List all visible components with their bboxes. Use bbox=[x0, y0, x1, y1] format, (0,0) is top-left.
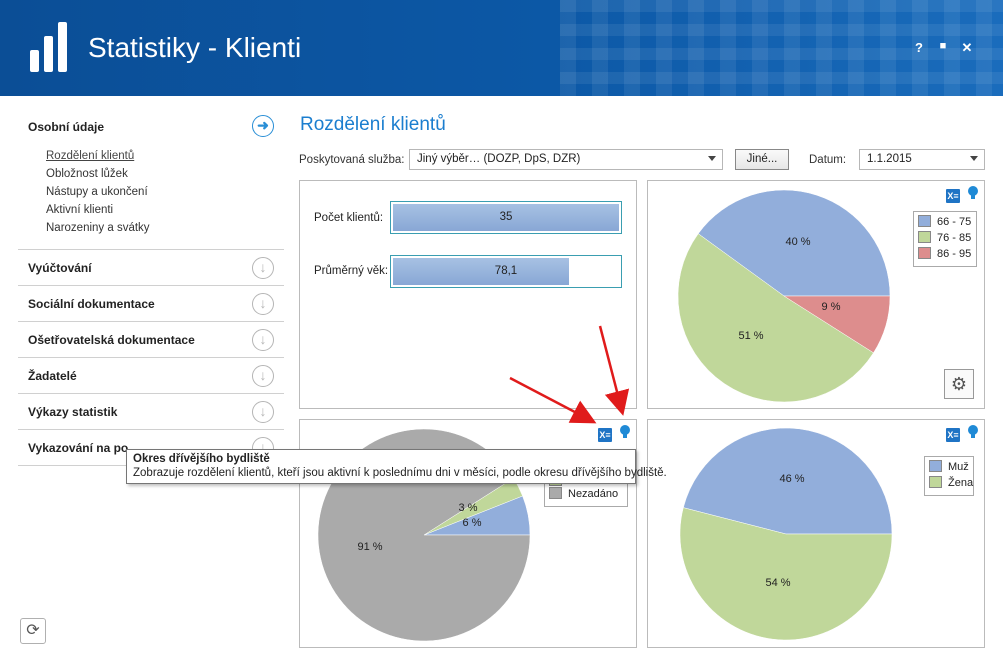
pie-slice-label: 6 % bbox=[463, 517, 482, 529]
tooltip-text: Zobrazuje rozdělení klientů, kteří jsou … bbox=[133, 467, 667, 479]
excel-export-icon[interactable]: X≡ bbox=[598, 428, 612, 442]
info-bulb-icon[interactable] bbox=[620, 425, 630, 438]
close-icon[interactable]: ✕ bbox=[961, 40, 973, 55]
excel-export-icon[interactable]: X≡ bbox=[946, 189, 960, 203]
average-age-bar-fill bbox=[393, 258, 570, 285]
sidebar-item-nastupy[interactable]: Nástupy a ukončení bbox=[46, 186, 148, 198]
sidebar-section-osetrovatelska-dokumentace[interactable]: Ošetřovatelská dokumentace ↓ bbox=[18, 322, 284, 358]
chevron-down-icon bbox=[708, 156, 716, 161]
average-age-bar: 78,1 bbox=[390, 255, 622, 288]
legend-swatch bbox=[918, 215, 931, 227]
arrow-down-circle-icon[interactable]: ↓ bbox=[252, 329, 274, 351]
pie-slice-label: 91 % bbox=[357, 541, 382, 553]
sidebar-section-vykazy-statistik[interactable]: Výkazy statistik ↓ bbox=[18, 394, 284, 430]
clients-count-label: Počet klientů: bbox=[314, 212, 384, 224]
app-title: Statistiky - Klienti bbox=[88, 32, 302, 63]
pie-slice-label: 51 % bbox=[738, 330, 763, 342]
service-label: Poskytovaná služba: bbox=[299, 154, 405, 166]
arrow-down-circle-icon[interactable]: ↓ bbox=[252, 293, 274, 315]
pie-slice bbox=[683, 427, 893, 535]
sidebar-section-label: Osobní údaje bbox=[28, 120, 105, 134]
age-chart-panel: 40 % 51 % 9 % X≡ 66 - 75 76 - 85 86 - 95 bbox=[647, 180, 985, 409]
legend-label: 66 - 75 bbox=[937, 216, 972, 228]
app-header: Statistiky - Klienti ? ■ ✕ bbox=[0, 0, 1003, 96]
arrow-down-circle-icon[interactable]: ↓ bbox=[252, 257, 274, 279]
date-select-value: 1.1.2015 bbox=[867, 153, 912, 165]
average-age-value: 78,1 bbox=[494, 265, 518, 277]
pie-slice bbox=[677, 233, 874, 403]
sidebar-section-label: Žadatelé bbox=[28, 369, 77, 383]
info-bulb-icon[interactable] bbox=[968, 186, 978, 199]
page-title: Rozdělení klientů bbox=[300, 114, 446, 135]
help-icon[interactable]: ? bbox=[915, 40, 923, 55]
summary-panel: Počet klientů: 35 Průměrný věk: 78,1 bbox=[299, 180, 637, 409]
pie-slice-label: 46 % bbox=[779, 473, 804, 485]
chevron-down-icon bbox=[970, 156, 978, 161]
service-select-value: Jiný výběr… (DOZP, DpS, DZR) bbox=[417, 153, 581, 165]
tooltip-title: Okres dřívějšího bydliště bbox=[133, 453, 270, 465]
legend-swatch bbox=[929, 460, 942, 472]
legend-label: 76 - 85 bbox=[937, 232, 972, 244]
info-bulb-icon[interactable] bbox=[968, 425, 978, 438]
sidebar-item-rozdeleni-klientu[interactable]: Rozdělení klientů bbox=[46, 150, 135, 162]
sidebar-section-label: Výkazy statistik bbox=[28, 405, 118, 419]
age-pie-chart: 40 % 51 % 9 % bbox=[677, 189, 891, 403]
settings-gear-icon[interactable]: ⚙ bbox=[944, 369, 974, 399]
pie-slice-label: 3 % bbox=[459, 502, 478, 514]
clients-count-value: 35 bbox=[499, 211, 513, 223]
age-chart-legend: 66 - 75 76 - 85 86 - 95 bbox=[913, 211, 977, 267]
pie-slice-label: 40 % bbox=[785, 236, 810, 248]
other-button[interactable]: Jiné... bbox=[735, 149, 789, 170]
gender-pie-chart: 46 % 54 % bbox=[679, 427, 893, 641]
sidebar-section-osobni-udaje[interactable]: Osobní údaje ➜ Rozdělení klientů Obložno… bbox=[18, 110, 284, 250]
arrow-right-circle-icon[interactable]: ➜ bbox=[252, 115, 274, 137]
sidebar-item-oboznost-luzek[interactable]: Obložnost lůžek bbox=[46, 168, 128, 180]
sidebar-section-socialni-dokumentace[interactable]: Sociální dokumentace ↓ bbox=[18, 286, 284, 322]
legend-item: 76 - 85 bbox=[918, 231, 972, 247]
sidebar: Osobní údaje ➜ Rozdělení klientů Obložno… bbox=[18, 110, 284, 466]
average-age-label: Průměrný věk: bbox=[314, 265, 389, 277]
legend-swatch bbox=[918, 231, 931, 243]
legend-item: Žena bbox=[929, 476, 973, 492]
info-tooltip: Okres dřívějšího bydliště Zobrazuje rozd… bbox=[126, 449, 667, 484]
sidebar-section-label: Vykazování na po... bbox=[28, 441, 139, 455]
date-label: Datum: bbox=[809, 154, 847, 166]
legend-label: Muž bbox=[948, 461, 969, 473]
gender-chart-panel: 46 % 54 % X≡ Muž Žena bbox=[647, 419, 985, 648]
refresh-icon[interactable]: ⟳ bbox=[20, 618, 46, 644]
clients-count-bar-fill bbox=[393, 204, 619, 231]
statistics-logo-icon bbox=[30, 22, 72, 72]
sidebar-item-aktivni-klienti[interactable]: Aktivní klienti bbox=[46, 204, 114, 216]
legend-swatch bbox=[929, 476, 942, 488]
sidebar-section-label: Sociální dokumentace bbox=[28, 297, 155, 311]
legend-item: 66 - 75 bbox=[918, 215, 972, 231]
clients-count-bar: 35 bbox=[390, 201, 622, 234]
arrow-down-circle-icon[interactable]: ↓ bbox=[252, 365, 274, 387]
legend-item: Muž bbox=[929, 460, 969, 476]
legend-swatch bbox=[918, 247, 931, 259]
legend-item: 86 - 95 bbox=[918, 247, 972, 263]
service-select[interactable]: Jiný výběr… (DOZP, DpS, DZR) bbox=[409, 149, 723, 170]
legend-label: Nezadáno bbox=[568, 488, 619, 500]
sidebar-section-label: Ošetřovatelská dokumentace bbox=[28, 333, 195, 347]
sidebar-section-label: Vyúčtování bbox=[28, 261, 92, 275]
sidebar-section-vyuctovani[interactable]: Vyúčtování ↓ bbox=[18, 250, 284, 286]
legend-label: 86 - 95 bbox=[937, 248, 972, 260]
pie-slice-label: 54 % bbox=[765, 577, 790, 589]
header-pattern bbox=[560, 0, 1003, 96]
legend-label: Žena bbox=[948, 477, 974, 489]
sidebar-section-zadatele[interactable]: Žadatelé ↓ bbox=[18, 358, 284, 394]
pie-slice bbox=[783, 295, 891, 354]
gender-chart-legend: Muž Žena bbox=[924, 456, 974, 496]
date-select[interactable]: 1.1.2015 bbox=[859, 149, 985, 170]
arrow-down-circle-icon[interactable]: ↓ bbox=[252, 401, 274, 423]
legend-swatch bbox=[549, 487, 562, 499]
pie-slice-label: 9 % bbox=[822, 301, 841, 313]
pie-slice bbox=[697, 189, 891, 297]
maximize-icon[interactable]: ■ bbox=[939, 40, 947, 52]
pie-slice bbox=[679, 507, 893, 641]
sidebar-item-narozeniny[interactable]: Narozeniny a svátky bbox=[46, 222, 150, 234]
legend-item: Nezadáno bbox=[549, 487, 623, 503]
excel-export-icon[interactable]: X≡ bbox=[946, 428, 960, 442]
